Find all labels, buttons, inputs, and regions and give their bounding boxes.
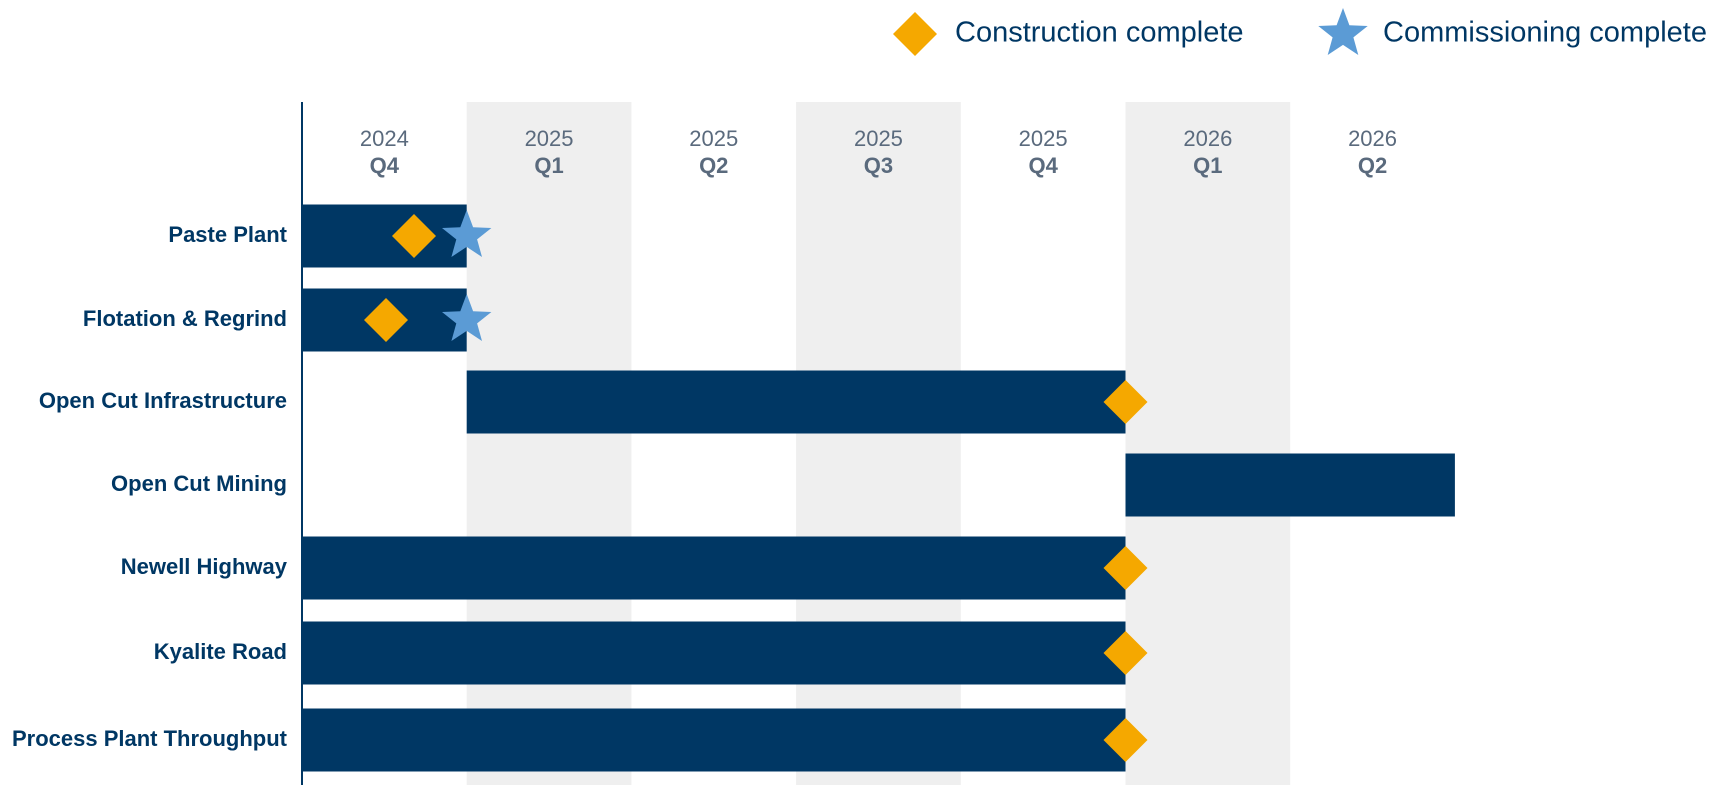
period-quarter: Q4 [370, 153, 400, 178]
background [466, 102, 1291, 785]
diamond-marker [1103, 380, 1148, 424]
period-year: 2026 [1183, 126, 1232, 151]
period-year: 2025 [525, 126, 574, 151]
task-bar [466, 370, 1126, 434]
period-quarter: Q1 [534, 153, 563, 178]
task-bar [302, 204, 467, 268]
period-quarter: Q2 [699, 153, 728, 178]
period-quarter: Q3 [864, 153, 893, 178]
task-bar [302, 536, 1126, 600]
task-label: Open Cut Mining [111, 471, 287, 496]
task-bar [1125, 453, 1455, 517]
period-year: 2025 [854, 126, 903, 151]
task-label: Paste Plant [168, 222, 287, 247]
task-label: Newell Highway [121, 554, 288, 579]
star-marker [442, 210, 492, 257]
period-quarter: Q4 [1028, 153, 1058, 178]
column-shade [1125, 102, 1291, 785]
star-marker [442, 294, 492, 341]
legend-label: Commissioning complete [1383, 17, 1707, 49]
task-label: Open Cut Infrastructure [39, 388, 287, 413]
diamond-marker [391, 214, 436, 258]
task-bar [302, 708, 1126, 772]
period-quarter: Q2 [1358, 153, 1387, 178]
diamond-marker [893, 12, 937, 56]
diamond-marker [1103, 631, 1148, 675]
task-label: Flotation & Regrind [83, 306, 287, 331]
task-bar [302, 621, 1126, 685]
period-year: 2026 [1348, 126, 1397, 151]
diamond-marker [1103, 718, 1148, 762]
period-year: 2024 [360, 126, 409, 151]
star-marker [1318, 8, 1368, 55]
task-label: Process Plant Throughput [12, 726, 288, 751]
task-label: Kyalite Road [154, 639, 287, 664]
diamond-marker [1103, 546, 1148, 590]
period-quarter: Q1 [1193, 153, 1222, 178]
diamond-marker [363, 298, 408, 342]
foreground: Construction complete Commissioning compl… [12, 8, 1707, 785]
period-year: 2025 [1019, 126, 1068, 151]
legend-label: Construction complete [955, 17, 1244, 49]
period-year: 2025 [689, 126, 738, 151]
